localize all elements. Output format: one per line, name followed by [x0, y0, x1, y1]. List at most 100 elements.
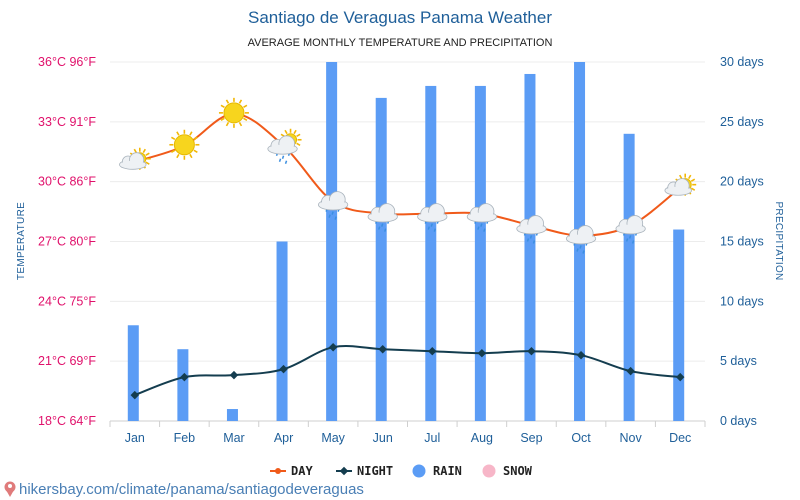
day-temperature-line	[134, 112, 681, 237]
cloud-fill	[418, 212, 446, 221]
partly-sunny-icon	[664, 173, 697, 196]
left-axis-tick: 27°C 80°F	[38, 235, 96, 249]
night-point	[378, 344, 387, 354]
right-axis-tick: 15 days	[720, 235, 764, 249]
right-axis-tick: 5 days	[720, 354, 757, 368]
cloud-fill	[517, 224, 546, 233]
rain-bar	[474, 85, 486, 421]
partly-sunny-icon	[119, 147, 151, 170]
legend-swatch	[482, 464, 496, 478]
source-footer[interactable]: hikersbay.com/climate/panama/santiagodev…	[4, 481, 364, 498]
right-axis-tick: 20 days	[720, 175, 764, 189]
rain-bar	[226, 409, 238, 421]
rain-bar	[425, 85, 437, 421]
rain-drop	[480, 223, 483, 227]
rain-drop	[582, 250, 585, 254]
right-axis-tick: 0 days	[720, 414, 757, 428]
rain-cloud-icon	[466, 203, 497, 232]
month-label: Jan	[125, 431, 145, 445]
night-point	[130, 390, 140, 400]
sun-ray	[170, 136, 176, 140]
partly-rainy-icon	[267, 128, 302, 165]
sun-ray	[193, 136, 198, 140]
rain-bar	[673, 229, 685, 421]
sunny-icon	[169, 129, 200, 160]
sun-ray	[220, 104, 225, 109]
cloud-fill	[319, 200, 347, 209]
rain-drop	[377, 226, 381, 230]
sun-ray	[679, 174, 683, 179]
chart-title: Santiago de Veraguas Panama Weather	[248, 8, 552, 27]
sun-ray	[225, 99, 230, 104]
rain-drop	[427, 226, 431, 230]
right-axis-ticks: 0 days 5 days 10 days 15 days 20 days 25 days…	[720, 55, 764, 428]
temperature-lines	[130, 112, 685, 400]
sun-disc	[223, 102, 245, 124]
left-axis-tick: 36°C 96°F	[38, 55, 96, 69]
cloud-fill	[616, 224, 645, 233]
night-point	[477, 348, 487, 358]
legend: DAY NIGHT RAIN SNOW	[270, 464, 533, 478]
legend-item-rain[interactable]: RAIN	[412, 464, 462, 478]
source-link[interactable]: hikersbay.com/climate/panama/santiagodev…	[19, 481, 364, 498]
rain-drop	[526, 238, 530, 242]
month-label: Dec	[669, 431, 691, 445]
month-label: Mar	[223, 431, 245, 445]
left-axis-tick: 24°C 75°F	[38, 294, 96, 308]
night-point	[626, 366, 635, 376]
left-axis-label: TEMPERATURE	[16, 202, 27, 280]
rain-cloud-icon	[565, 225, 597, 254]
sun-ray	[189, 131, 193, 136]
right-axis-tick: 10 days	[720, 294, 764, 308]
night-point	[527, 346, 536, 356]
sun-ray	[243, 104, 248, 109]
sun-disc	[173, 134, 195, 156]
rain-cloud-icon	[615, 215, 646, 244]
legend-swatch	[412, 464, 426, 478]
sun-ray	[145, 152, 150, 156]
rain-cloud-icon	[417, 203, 448, 232]
legend-label: RAIN	[433, 464, 462, 478]
cloud-fill	[468, 212, 496, 221]
legend-marker	[339, 466, 349, 476]
sun-ray	[296, 133, 301, 137]
left-axis-tick: 18°C 64°F	[38, 414, 96, 428]
month-label: Nov	[620, 431, 643, 445]
sun-ray	[690, 187, 696, 191]
rain-drop	[576, 248, 579, 252]
rain-bar	[623, 133, 635, 422]
rain-drop	[433, 228, 437, 232]
left-axis-tick: 33°C 91°F	[38, 115, 96, 129]
legend-label: SNOW	[503, 464, 533, 478]
sun-ray	[238, 121, 243, 127]
sun-ray	[688, 174, 692, 179]
legend-item-snow[interactable]: SNOW	[482, 464, 533, 478]
rain-drop	[631, 240, 635, 244]
sun-ray	[243, 117, 248, 122]
month-label: Sep	[520, 431, 542, 445]
month-label: Aug	[471, 431, 493, 445]
rain-cloud-icon	[318, 191, 349, 220]
right-axis-tick: 30 days	[720, 55, 764, 69]
grid-lines	[110, 61, 705, 422]
sun-ray	[142, 148, 146, 154]
sun-ray	[225, 121, 230, 127]
rain-drop	[281, 155, 285, 160]
night-point	[229, 370, 239, 380]
month-label: Apr	[274, 431, 293, 445]
weather-icons	[119, 97, 697, 254]
rain-drop	[334, 216, 337, 220]
rain-bar	[276, 241, 288, 421]
legend-item-night[interactable]: NIGHT	[336, 464, 393, 478]
cloud-fill	[567, 234, 595, 243]
sun-ray	[220, 117, 225, 122]
legend-item-day[interactable]: DAY	[270, 464, 313, 478]
left-axis-ticks: 18°C 64°F 21°C 69°F 24°C 75°F 27°C 80°F 30°C…	[38, 55, 96, 428]
cloud-fill	[268, 144, 297, 154]
sun-ray	[238, 99, 243, 104]
sun-ray	[193, 149, 198, 153]
night-point	[328, 342, 338, 352]
rain-drop	[477, 226, 480, 230]
chart-subtitle: AVERAGE MONTHLY TEMPERATURE AND PRECIPIT…	[248, 37, 553, 49]
